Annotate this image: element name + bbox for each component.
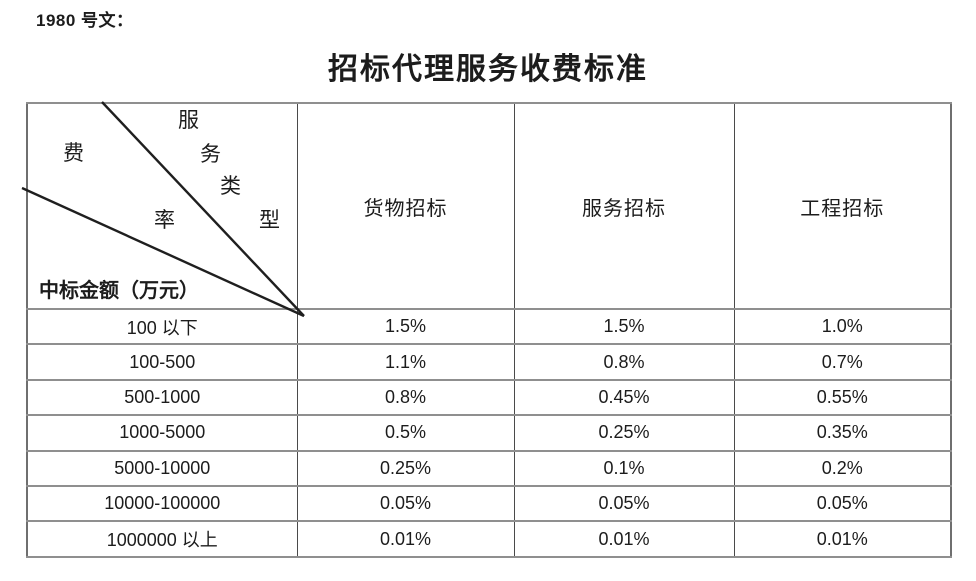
amount-range-cell: 100-500 bbox=[26, 343, 298, 381]
service-rate-cell: 0.45% bbox=[513, 378, 735, 417]
goods-rate-cell: 1.5% bbox=[296, 307, 515, 346]
amount-range-cell: 500-1000 bbox=[26, 378, 298, 417]
service-rate-cell: 0.8% bbox=[513, 343, 735, 381]
corner-label-type-char-2: 务 bbox=[200, 142, 221, 166]
service-rate-cell: 0.1% bbox=[513, 449, 735, 487]
corner-label-type-char-3: 类 bbox=[220, 174, 241, 198]
table-row: 1000-5000 0.5% 0.25% 0.35% bbox=[26, 414, 952, 452]
amount-range-cell: 1000000 以上 bbox=[26, 520, 298, 558]
document-ref-label: 1980 号文： bbox=[36, 11, 134, 30]
amount-range-cell: 5000-10000 bbox=[26, 449, 298, 487]
table-row: 100 以下 1.5% 1.5% 1.0% bbox=[26, 307, 952, 346]
page-title: 招标代理服务收费标准 bbox=[328, 53, 648, 86]
amount-range-cell: 1000-5000 bbox=[26, 414, 298, 452]
column-header-service-bidding: 服务招标 bbox=[513, 102, 735, 310]
amount-range-cell: 10000-100000 bbox=[26, 484, 298, 523]
table-row: 5000-10000 0.25% 0.1% 0.2% bbox=[26, 449, 952, 487]
diagonal-split-lines bbox=[21, 101, 305, 318]
corner-label-type-char-4: 型 bbox=[259, 208, 280, 232]
goods-rate-cell: 0.5% bbox=[296, 414, 515, 452]
engineering-rate-cell: 1.0% bbox=[733, 307, 952, 346]
engineering-rate-cell: 0.2% bbox=[733, 449, 952, 487]
table-row: 1000000 以上 0.01% 0.01% 0.01% bbox=[26, 520, 952, 558]
engineering-rate-cell: 0.55% bbox=[733, 378, 952, 417]
corner-label-fee-char-1: 费 bbox=[63, 141, 84, 165]
fee-table: 费 率 服 务 类 型 中标金额（万元） 货物招标 服务招标 工程招标 100 … bbox=[21, 101, 952, 558]
engineering-rate-cell: 0.7% bbox=[733, 343, 952, 381]
goods-rate-cell: 0.25% bbox=[296, 449, 515, 487]
goods-rate-cell: 0.01% bbox=[296, 520, 515, 558]
goods-rate-cell: 1.1% bbox=[296, 343, 515, 381]
corner-header-cell: 费 率 服 务 类 型 中标金额（万元） bbox=[21, 101, 305, 318]
engineering-rate-cell: 0.05% bbox=[733, 484, 952, 523]
column-header-engineering-bidding: 工程招标 bbox=[733, 102, 952, 310]
engineering-rate-cell: 0.01% bbox=[733, 520, 952, 558]
corner-amount-axis-label: 中标金额（万元） bbox=[39, 280, 199, 302]
corner-label-type-char-1: 服 bbox=[178, 108, 199, 132]
service-rate-cell: 0.01% bbox=[513, 520, 735, 558]
engineering-rate-cell: 0.35% bbox=[733, 414, 952, 452]
amount-range-cell: 100 以下 bbox=[26, 307, 298, 346]
table-header-row: 费 率 服 务 类 型 中标金额（万元） 货物招标 服务招标 工程招标 bbox=[21, 101, 952, 318]
table-row: 10000-100000 0.05% 0.05% 0.05% bbox=[26, 484, 952, 523]
column-header-goods-bidding: 货物招标 bbox=[296, 102, 515, 310]
goods-rate-cell: 0.05% bbox=[296, 484, 515, 523]
service-rate-cell: 0.25% bbox=[513, 414, 735, 452]
corner-label-fee-char-2: 率 bbox=[154, 208, 175, 232]
service-rate-cell: 0.05% bbox=[513, 484, 735, 523]
goods-rate-cell: 0.8% bbox=[296, 378, 515, 417]
table-row: 500-1000 0.8% 0.45% 0.55% bbox=[26, 378, 952, 417]
table-row: 100-500 1.1% 0.8% 0.7% bbox=[26, 343, 952, 381]
service-rate-cell: 1.5% bbox=[513, 307, 735, 346]
